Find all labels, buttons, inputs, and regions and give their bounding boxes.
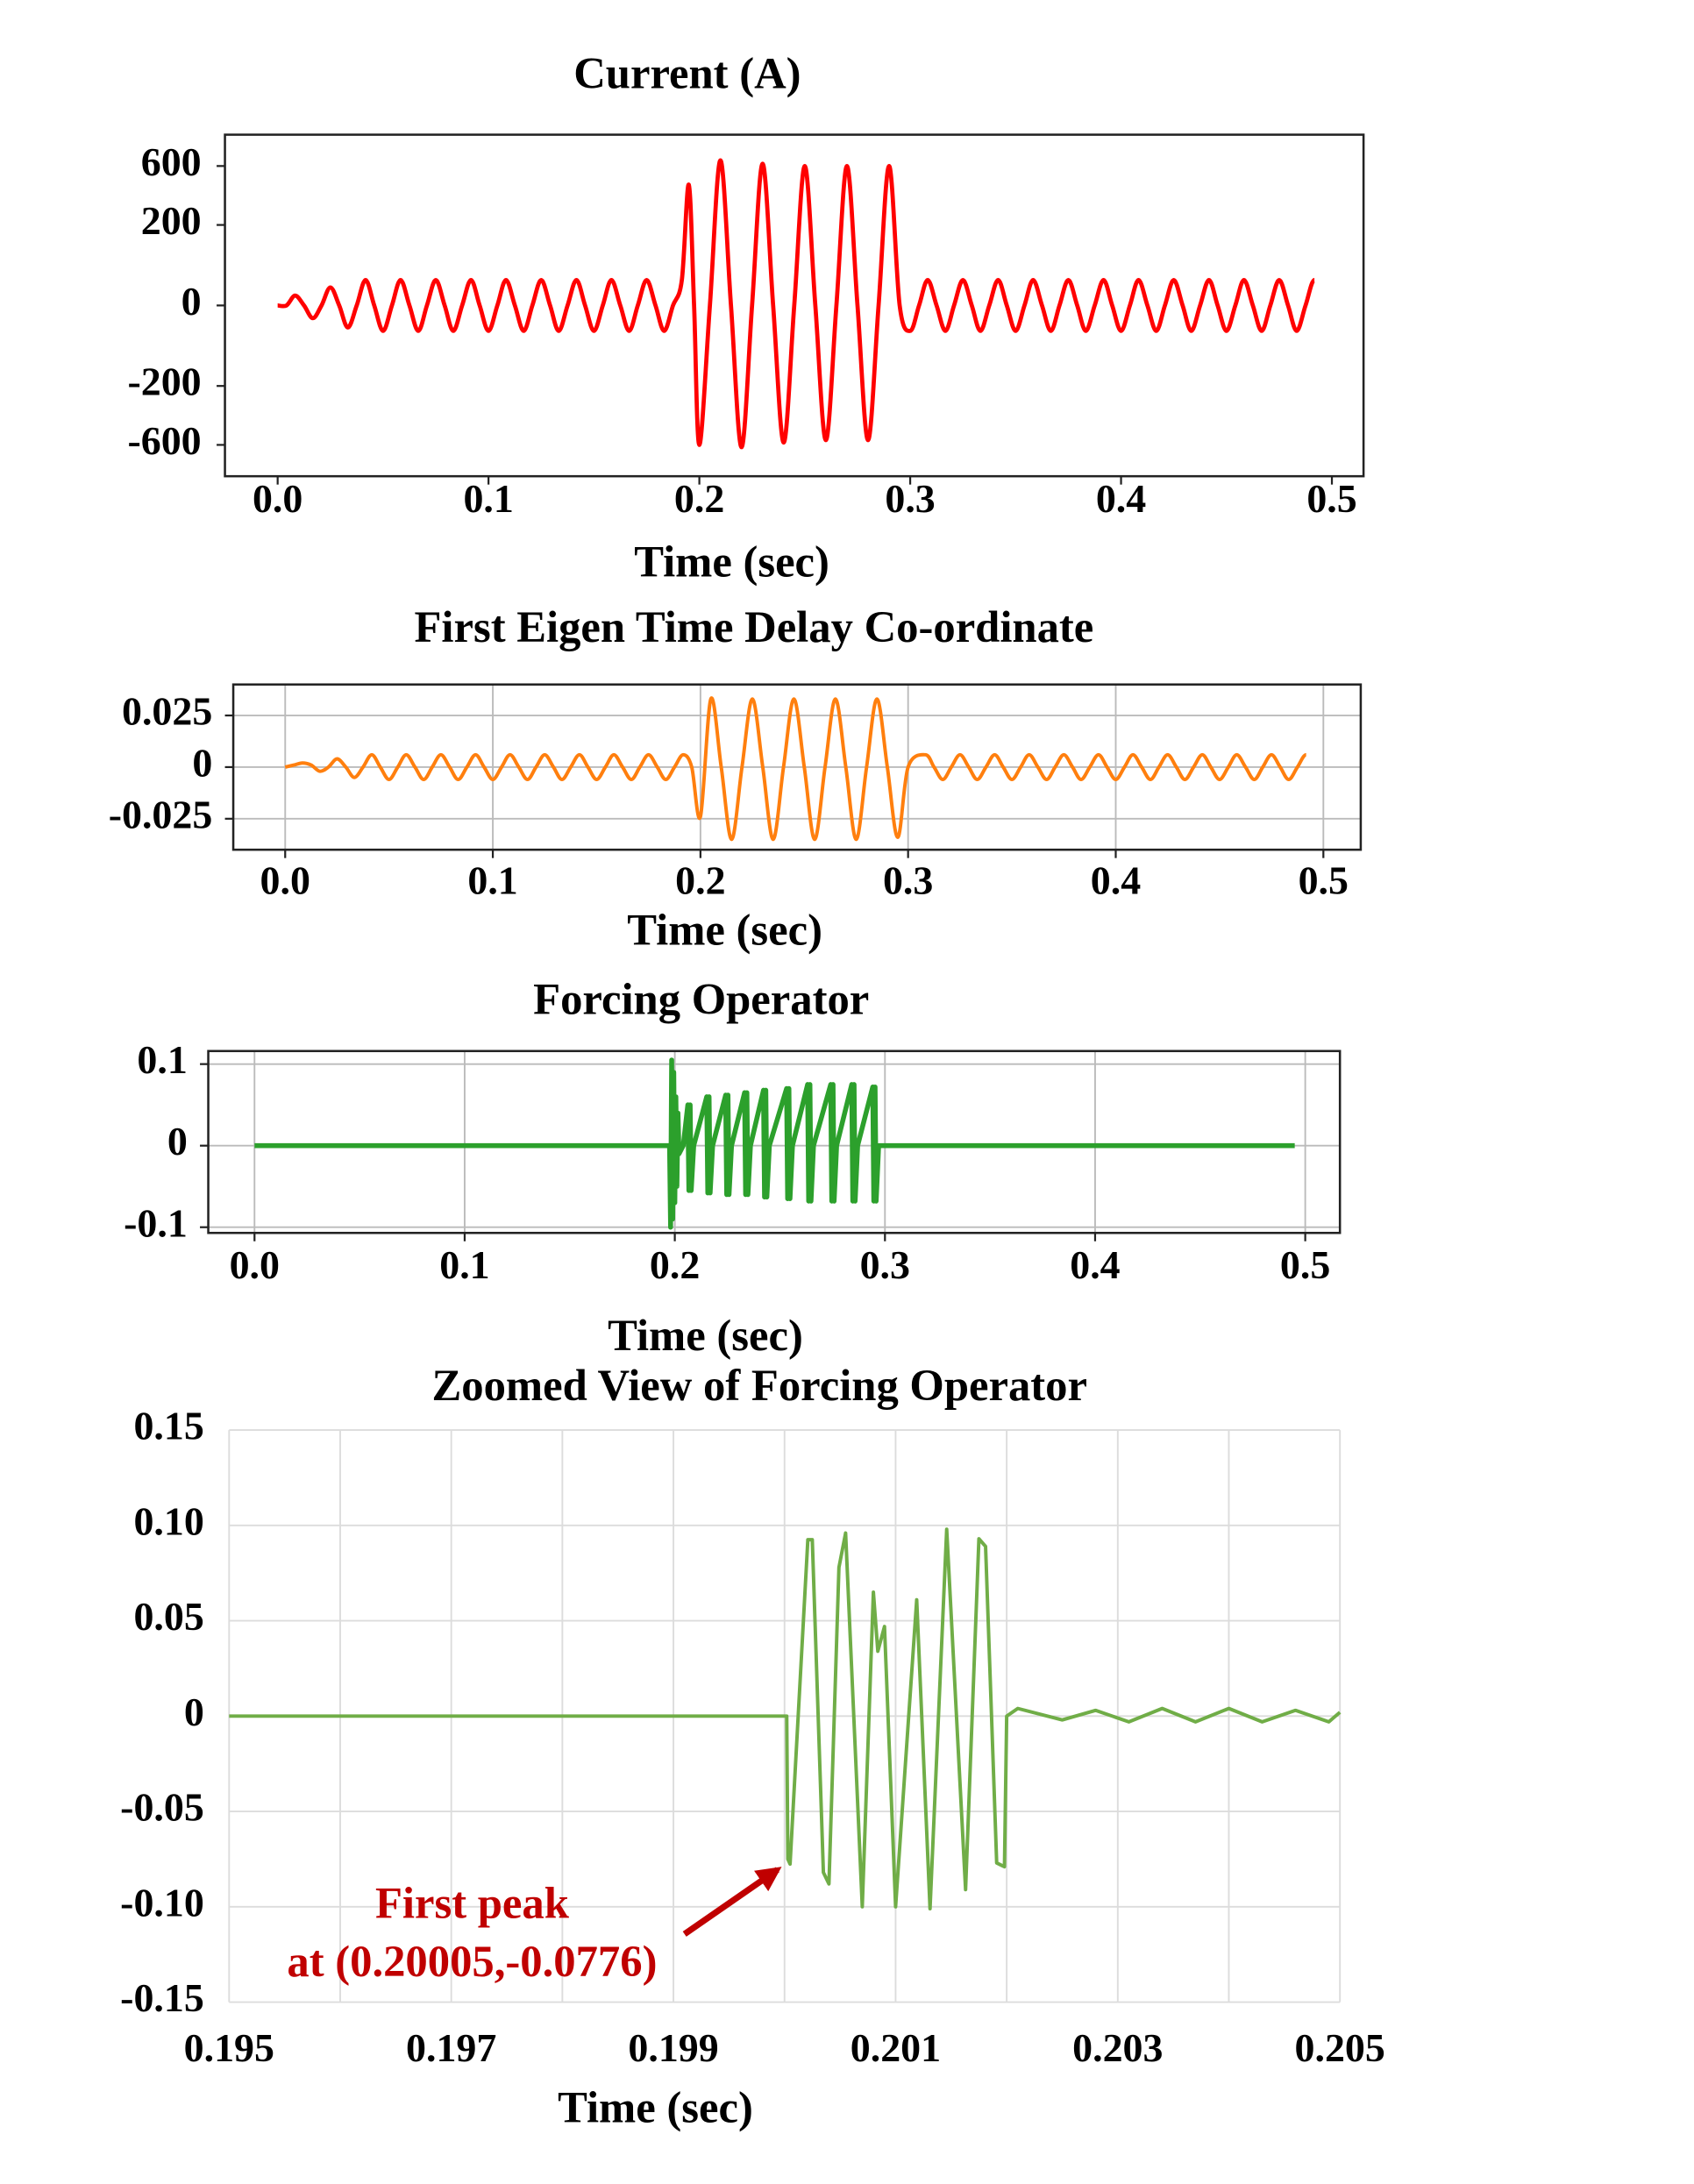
- chart-title: Zoomed View of Forcing Operator: [431, 1361, 1087, 1410]
- y-tick-label: -0.1: [124, 1200, 188, 1245]
- x-tick-label: 0.5: [1280, 1242, 1330, 1287]
- y-tick-label: -0.10: [120, 1880, 204, 1924]
- x-tick-label: 0.203: [1072, 2025, 1163, 2070]
- x-tick-label: 0.205: [1295, 2025, 1385, 2070]
- chart: First Eigen Time Delay Co-ordinate Time (…: [109, 602, 1363, 954]
- y-tick-label: -600: [127, 418, 201, 463]
- x-tick-label: 0.2: [675, 857, 725, 902]
- y-tick-label: 0.025: [122, 689, 212, 734]
- y-tick-label: 0: [192, 740, 212, 785]
- x-tick-label: 0.195: [184, 2025, 274, 2070]
- x-axis-label: Time (sec): [634, 537, 829, 587]
- x-axis-label: Time (sec): [627, 905, 822, 954]
- annotation-text: at (0.20005,-0.0776): [287, 1937, 657, 1986]
- chart-title: First Eigen Time Delay Co-ordinate: [415, 602, 1094, 651]
- x-tick-label: 0.4: [1096, 476, 1146, 521]
- chart: Current (A) Time (sec) 0.0 0.1 0.2 0.3 0.4 0.5 6…: [127, 48, 1365, 587]
- x-tick-label: 0.2: [674, 476, 724, 521]
- x-tick-label: 0.0: [260, 857, 310, 902]
- y-tick-label: -0.05: [120, 1785, 204, 1830]
- y-tick-label: 0.05: [133, 1594, 203, 1639]
- y-tick-label: -200: [127, 359, 201, 404]
- x-tick-label: 0.197: [406, 2025, 496, 2070]
- plot-frame: [207, 1049, 1342, 1234]
- x-tick-label: 0.4: [1070, 1242, 1120, 1287]
- x-tick-label: 0.5: [1306, 476, 1356, 521]
- x-tick-label: 0.201: [851, 2025, 941, 2070]
- annotation-text: First peak: [375, 1878, 570, 1927]
- x-tick-label: 0.3: [883, 857, 933, 902]
- x-tick-label: 0.1: [463, 476, 513, 521]
- x-tick-label: 0.0: [253, 476, 302, 521]
- y-tick-label: 0: [184, 1690, 204, 1734]
- x-tick-label: 0.3: [860, 1242, 910, 1287]
- data-line: [284, 696, 1307, 842]
- x-axis-label: Time (sec): [558, 2082, 753, 2131]
- x-tick-label: 0.3: [885, 476, 935, 521]
- x-tick-label: 0.0: [230, 1242, 280, 1287]
- annotation-arrow: [682, 1867, 782, 1937]
- y-tick-label: 0.1: [137, 1037, 187, 1082]
- chart: Zoomed View of Forcing Operator Time (sec…: [120, 1361, 1385, 2131]
- x-tick-label: 0.1: [467, 857, 517, 902]
- y-tick-label: 0.10: [133, 1498, 203, 1543]
- y-tick-label: 600: [141, 139, 202, 184]
- chart-title: Current (A): [573, 48, 801, 97]
- x-tick-label: 0.2: [650, 1242, 700, 1287]
- x-axis-label: Time (sec): [608, 1311, 803, 1360]
- y-tick-label: -0.025: [109, 792, 213, 836]
- y-tick-label: 0: [182, 279, 202, 324]
- x-tick-label: 0.1: [439, 1242, 489, 1287]
- y-tick-label: 0: [167, 1119, 188, 1163]
- x-tick-label: 0.199: [628, 2025, 718, 2070]
- chart: Forcing Operator Time (sec) 0.0 0.1 0.2 0.3 0.…: [124, 975, 1342, 1360]
- y-tick-label: 0.15: [133, 1404, 203, 1448]
- chart-title: Forcing Operator: [533, 975, 869, 1024]
- x-tick-label: 0.4: [1091, 857, 1141, 902]
- data-line: [254, 1057, 1295, 1230]
- data-line: [277, 158, 1316, 450]
- x-tick-label: 0.5: [1299, 857, 1349, 902]
- data-line: [229, 1527, 1342, 1910]
- y-tick-label: -0.15: [120, 1975, 204, 2020]
- y-tick-label: 200: [141, 198, 202, 243]
